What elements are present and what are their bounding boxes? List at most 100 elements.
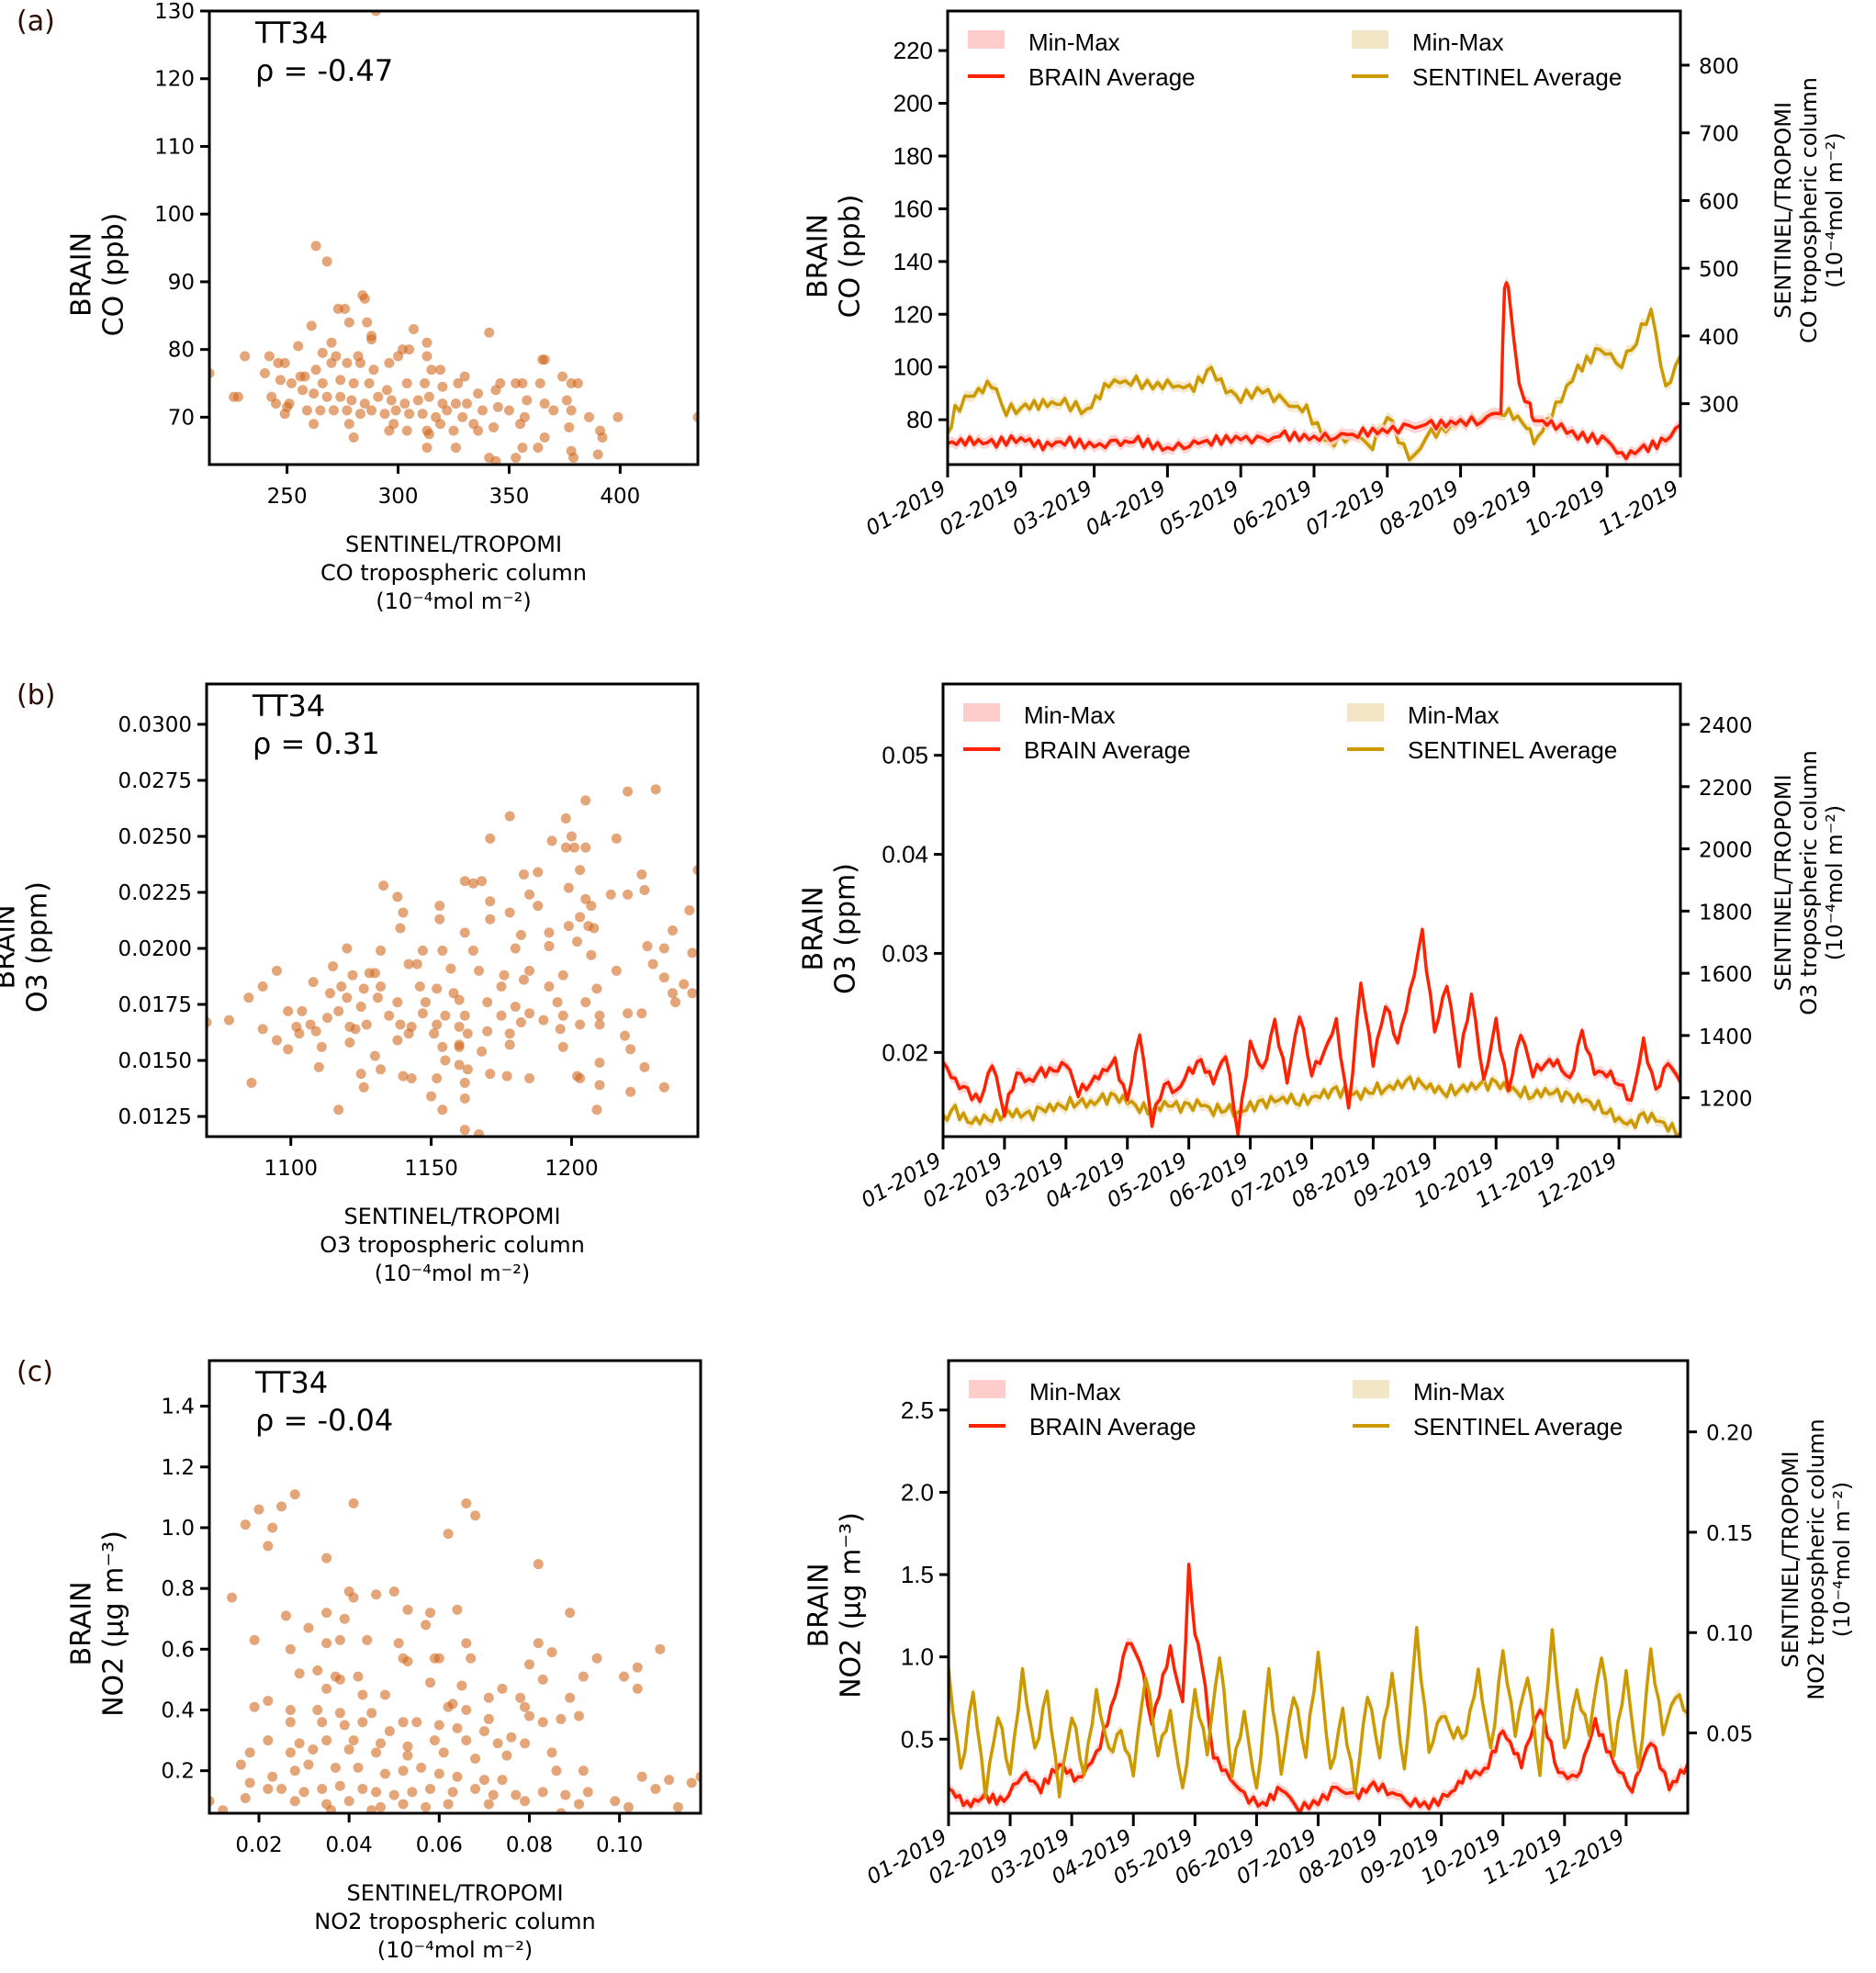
scatter-point bbox=[401, 378, 412, 389]
x-axis-title-line: (10⁻⁴mol m⁻²) bbox=[376, 589, 532, 614]
scatter-points bbox=[207, 784, 698, 1137]
y2-tick-label: 1600 bbox=[1699, 963, 1753, 987]
y-tick-label: 2.5 bbox=[901, 1396, 934, 1424]
y-tick-label: 0.03 bbox=[882, 939, 928, 967]
scatter-point bbox=[344, 1037, 355, 1048]
scatter-point bbox=[402, 1750, 413, 1761]
scatter-point bbox=[477, 1046, 488, 1057]
y-tick-label: 1.0 bbox=[901, 1643, 934, 1671]
scatter-point bbox=[515, 419, 526, 430]
scatter-point bbox=[271, 398, 282, 409]
scatter-point bbox=[263, 1784, 274, 1795]
scatter-point bbox=[298, 385, 309, 396]
y2-axis-title-line: CO tropospheric column bbox=[1796, 77, 1822, 343]
scatter-point bbox=[276, 1784, 287, 1795]
scatter-point bbox=[450, 443, 461, 454]
scatter-point bbox=[433, 1653, 444, 1664]
scatter-point bbox=[503, 405, 514, 416]
scatter-point bbox=[459, 1010, 470, 1021]
scatter-point bbox=[263, 1735, 274, 1746]
scatter-point bbox=[566, 405, 577, 416]
scatter-point bbox=[623, 1801, 634, 1812]
scatter-point bbox=[437, 1041, 448, 1052]
station-label: TT34 bbox=[252, 689, 325, 723]
y-tick-label: 0.4 bbox=[161, 1699, 195, 1723]
scatter-point bbox=[361, 1019, 372, 1030]
y2-axis-title-line: (10⁻⁴mol m⁻²) bbox=[1822, 132, 1848, 288]
y-tick-label: 2.0 bbox=[901, 1478, 934, 1506]
scatter-point bbox=[537, 1717, 548, 1728]
scatter-point bbox=[591, 983, 602, 994]
scatter-point bbox=[515, 929, 526, 940]
panel-label-b: (b) bbox=[17, 679, 55, 712]
scatter-point bbox=[310, 1026, 321, 1037]
brain-minmax-band bbox=[948, 277, 1680, 465]
scatter-point bbox=[366, 331, 377, 342]
scatter-point bbox=[249, 1701, 260, 1712]
y-axis-title-line: NO2 (μg m⁻³) bbox=[836, 1512, 868, 1698]
y-tick-label: 0.6 bbox=[161, 1638, 195, 1662]
scatter-point bbox=[548, 405, 559, 416]
scatter-point bbox=[354, 357, 365, 368]
scatter-point bbox=[557, 970, 568, 981]
y-tick-label: 0.0175 bbox=[118, 993, 192, 1017]
scatter-point bbox=[510, 1001, 521, 1012]
y-axis-title-line: BRAIN bbox=[0, 904, 22, 989]
y-axis-title-line: BRAIN bbox=[798, 886, 830, 970]
scatter-point bbox=[381, 385, 392, 396]
scatter-point bbox=[434, 914, 445, 925]
scatter-point bbox=[445, 963, 456, 974]
scatter-point bbox=[533, 1559, 544, 1570]
scatter-point bbox=[334, 1674, 345, 1685]
scatter-point bbox=[524, 1008, 535, 1019]
x-tick-label: 10-2019 bbox=[1522, 476, 1610, 542]
x-tick-label: 0.08 bbox=[506, 1833, 553, 1857]
scatter-point bbox=[611, 965, 622, 976]
scatter-point bbox=[384, 357, 395, 368]
scatter-point bbox=[339, 1613, 350, 1624]
scatter-point bbox=[620, 1030, 631, 1041]
legend-brain-band-swatch bbox=[969, 1380, 1005, 1398]
scatter-point bbox=[417, 945, 428, 956]
scatter-point bbox=[240, 1792, 251, 1803]
scatter-point bbox=[398, 907, 409, 918]
scatter-point bbox=[524, 889, 535, 900]
scatter-point bbox=[557, 1010, 568, 1021]
scatter-point bbox=[326, 357, 337, 368]
scatter-point bbox=[325, 988, 336, 999]
y-tick-label: 0.0200 bbox=[118, 937, 192, 961]
x-axis-title-line: (10⁻⁴mol m⁻²) bbox=[375, 1261, 531, 1286]
scatter-point bbox=[492, 1738, 503, 1749]
scatter-point bbox=[433, 1720, 444, 1731]
y-tick-label: 100 bbox=[154, 203, 195, 227]
scatter-point bbox=[499, 970, 510, 981]
y-axis-title-line: BRAIN bbox=[66, 232, 98, 317]
scatter-point bbox=[636, 1008, 647, 1019]
scatter-point bbox=[594, 1019, 605, 1030]
scatter-point bbox=[625, 1086, 636, 1097]
scatter-point bbox=[459, 1125, 470, 1136]
scatter-point bbox=[670, 997, 681, 1008]
scatter-point bbox=[366, 1805, 377, 1813]
correlation-label: ρ = -0.04 bbox=[255, 1403, 393, 1438]
scatter-point bbox=[539, 354, 550, 365]
x-tick-label: 300 bbox=[378, 485, 419, 509]
y2-tick-label: 2200 bbox=[1699, 777, 1753, 801]
scatter-point bbox=[423, 429, 434, 440]
y2-axis-title-line: SENTINEL/TROPOMI bbox=[1770, 102, 1796, 319]
scatter-point bbox=[438, 1747, 449, 1758]
y-tick-label: 120 bbox=[154, 68, 195, 92]
scatter-point bbox=[371, 1589, 382, 1600]
scatter-point bbox=[564, 421, 575, 432]
scatter-point bbox=[403, 958, 414, 970]
scatter-point bbox=[335, 375, 346, 386]
x-axis-title-line: (10⁻⁴mol m⁻²) bbox=[377, 1937, 534, 1963]
timeseries-plot-co: 80 100 120 140 160 180 200 220 300 400 500 600 700 80… bbox=[803, 9, 1848, 542]
x-tick-label: 05-2019 bbox=[1155, 476, 1243, 542]
y-tick-label: 0.5 bbox=[901, 1725, 934, 1753]
scatter-point bbox=[346, 395, 357, 406]
x-tick-label: 07-2019 bbox=[1302, 476, 1390, 542]
y-axis-title-line: BRAIN bbox=[66, 1581, 98, 1665]
scatter-point bbox=[362, 1634, 373, 1645]
